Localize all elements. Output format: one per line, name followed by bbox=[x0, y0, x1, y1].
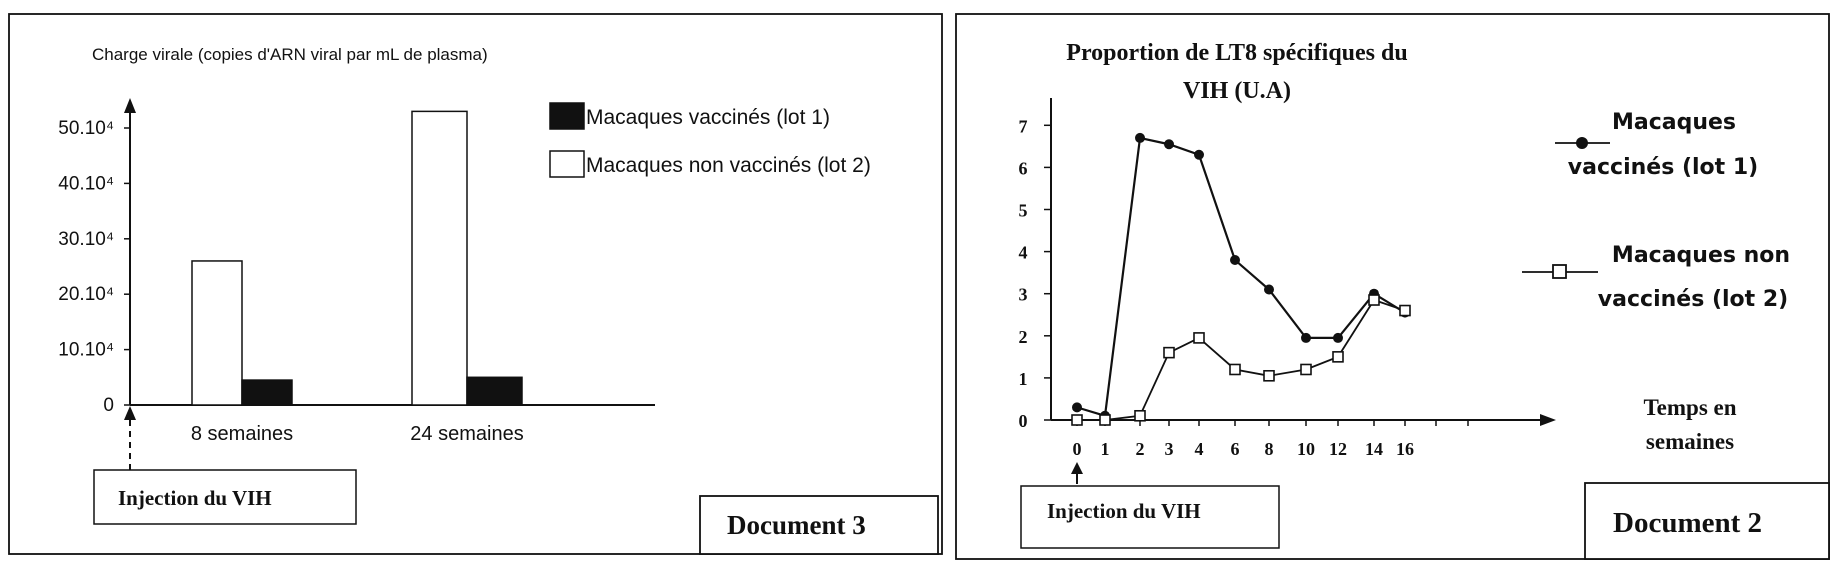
data-point-vaccinated bbox=[1164, 139, 1174, 150]
doc2-doc-label: Document 2 bbox=[1613, 507, 1762, 539]
doc2-y-tick-label: 6 bbox=[1019, 158, 1028, 178]
legend-swatch-vaccinated bbox=[549, 102, 585, 130]
data-point-unvaccinated bbox=[1134, 409, 1146, 422]
doc2-x-tick-label: 6 bbox=[1231, 439, 1240, 459]
doc3-y-ticks: 0 10.10⁴ 20.10⁴ 30.10⁴ 40.10⁴ 50.10⁴ bbox=[58, 118, 130, 416]
data-point-unvaccinated bbox=[1163, 346, 1175, 359]
doc2-legend: Macaques vaccinés (lot 1) Macaques non v… bbox=[1522, 110, 1790, 312]
doc2-y-tick-label: 1 bbox=[1019, 369, 1028, 389]
data-point-unvaccinated bbox=[1263, 369, 1275, 382]
data-point-unvaccinated bbox=[1229, 363, 1241, 376]
doc2-x-tick-label: 10 bbox=[1297, 439, 1315, 459]
doc3-doc-label: Document 3 bbox=[727, 510, 866, 540]
legend-label-vaccinated: Macaques vaccinés (lot 1) bbox=[586, 106, 830, 129]
document-3-panel: Charge virale (copies d'ARN viral par mL… bbox=[8, 13, 943, 555]
data-point-unvaccinated bbox=[1300, 363, 1312, 376]
doc2-y-tick-label: 7 bbox=[1019, 116, 1028, 136]
doc2-legend-unvaccinated-line2: vaccinés (lot 2) bbox=[1598, 287, 1788, 312]
doc2-y-tick-label: 2 bbox=[1019, 327, 1028, 347]
data-point-vaccinated bbox=[1072, 402, 1082, 413]
doc2-injection-box bbox=[1020, 485, 1280, 549]
doc2-y-ticks: 0 1 2 3 4 5 6 7 bbox=[1019, 116, 1051, 431]
bar bbox=[411, 110, 468, 406]
data-point-unvaccinated bbox=[1368, 294, 1380, 306]
doc3-injection-arrow-head bbox=[124, 406, 136, 420]
doc2-y-tick-label: 0 bbox=[1019, 411, 1028, 431]
doc2-y-tick-label: 4 bbox=[1019, 243, 1028, 263]
doc2-legend-vaccinated-line1: Macaques bbox=[1612, 110, 1736, 135]
doc2-x-axis-arrow bbox=[1540, 414, 1556, 426]
document-3-frame bbox=[8, 13, 943, 555]
series-line-unvaccinated bbox=[1077, 298, 1406, 421]
doc3-category-labels: 8 semaines 24 semaines bbox=[191, 423, 524, 445]
data-point-vaccinated bbox=[1264, 284, 1274, 295]
doc2-xlabel-line1: Temps en bbox=[1643, 395, 1736, 420]
doc2-y-tick-label: 3 bbox=[1019, 285, 1028, 305]
data-point-vaccinated bbox=[1194, 149, 1204, 160]
bar bbox=[191, 260, 243, 406]
doc2-series bbox=[1071, 132, 1411, 426]
series-line-vaccinated bbox=[1076, 136, 1406, 418]
doc3-y-tick-label: 40.10⁴ bbox=[58, 173, 114, 194]
doc3-y-tick-label: 10.10⁴ bbox=[58, 340, 114, 361]
data-point-vaccinated bbox=[1230, 255, 1240, 266]
data-point-unvaccinated bbox=[1332, 351, 1344, 363]
doc2-x-tick-label: 16 bbox=[1396, 439, 1414, 459]
doc2-x-tick-label: 8 bbox=[1265, 439, 1274, 459]
doc3-ylabel: Charge virale (copies d'ARN viral par mL… bbox=[92, 45, 488, 64]
doc3-category-label: 8 semaines bbox=[191, 423, 293, 445]
doc2-legend-unvaccinated-line1: Macaques non bbox=[1612, 243, 1790, 268]
data-point-vaccinated bbox=[1333, 332, 1343, 343]
data-point-unvaccinated bbox=[1099, 414, 1111, 426]
data-point-vaccinated bbox=[1135, 132, 1145, 143]
doc2-x-tick-label: 14 bbox=[1365, 439, 1383, 459]
doc3-injection-label: Injection du VIH bbox=[118, 486, 272, 510]
bar bbox=[241, 379, 293, 406]
doc3-bars bbox=[191, 110, 523, 406]
doc2-title-line1: Proportion de LT8 spécifiques du bbox=[1066, 40, 1407, 66]
bar bbox=[466, 376, 523, 406]
legend-swatch-unvaccinated bbox=[549, 150, 585, 178]
data-point-vaccinated bbox=[1301, 332, 1311, 343]
doc2-injection-arrow-head bbox=[1071, 462, 1083, 474]
doc2-injection-label: Injection du VIH bbox=[1047, 499, 1201, 523]
doc3-y-axis-arrow bbox=[124, 98, 136, 113]
doc2-legend-vaccinated-line2: vaccinés (lot 1) bbox=[1568, 155, 1758, 180]
doc2-x-tick-label: 12 bbox=[1329, 439, 1347, 459]
doc3-y-tick-label: 0 bbox=[103, 395, 114, 416]
doc2-x-tick-label: 3 bbox=[1165, 439, 1174, 459]
document-2-frame bbox=[955, 13, 1830, 560]
doc2-x-tick-label: 4 bbox=[1195, 439, 1204, 459]
doc3-category-label: 24 semaines bbox=[410, 423, 523, 445]
doc3-y-tick-label: 30.10⁴ bbox=[58, 229, 114, 250]
data-point-unvaccinated bbox=[1071, 414, 1083, 426]
doc2-label-box bbox=[1584, 482, 1830, 560]
doc3-y-tick-label: 50.10⁴ bbox=[58, 118, 114, 139]
doc2-y-tick-label: 5 bbox=[1019, 201, 1028, 221]
doc2-legend-marker-vaccinated bbox=[1576, 137, 1588, 149]
doc3-injection-box bbox=[93, 469, 357, 525]
doc2-x-tick-label: 1 bbox=[1101, 439, 1110, 459]
doc3-legend: Macaques vaccinés (lot 1) Macaques non v… bbox=[549, 102, 871, 178]
document-2-panel: Proportion de LT8 spécifiques du VIH (U.… bbox=[955, 13, 1830, 560]
doc2-x-tick-label: 0 bbox=[1073, 439, 1082, 459]
doc2-legend-marker-unvaccinated bbox=[1552, 264, 1567, 279]
doc3-y-tick-label: 20.10⁴ bbox=[58, 284, 114, 305]
doc2-x-tick-label: 2 bbox=[1136, 439, 1145, 459]
doc2-x-ticks: 0 1 2 3 4 6 8 10 12 14 16 bbox=[1073, 420, 1469, 459]
data-point-unvaccinated bbox=[1399, 304, 1411, 317]
legend-label-unvaccinated: Macaques non vaccinés (lot 2) bbox=[586, 154, 871, 177]
data-point-unvaccinated bbox=[1193, 332, 1205, 344]
doc3-label-box bbox=[699, 495, 939, 555]
doc2-title-line2: VIH (U.A) bbox=[1183, 78, 1291, 104]
doc2-xlabel-line2: semaines bbox=[1646, 429, 1734, 454]
